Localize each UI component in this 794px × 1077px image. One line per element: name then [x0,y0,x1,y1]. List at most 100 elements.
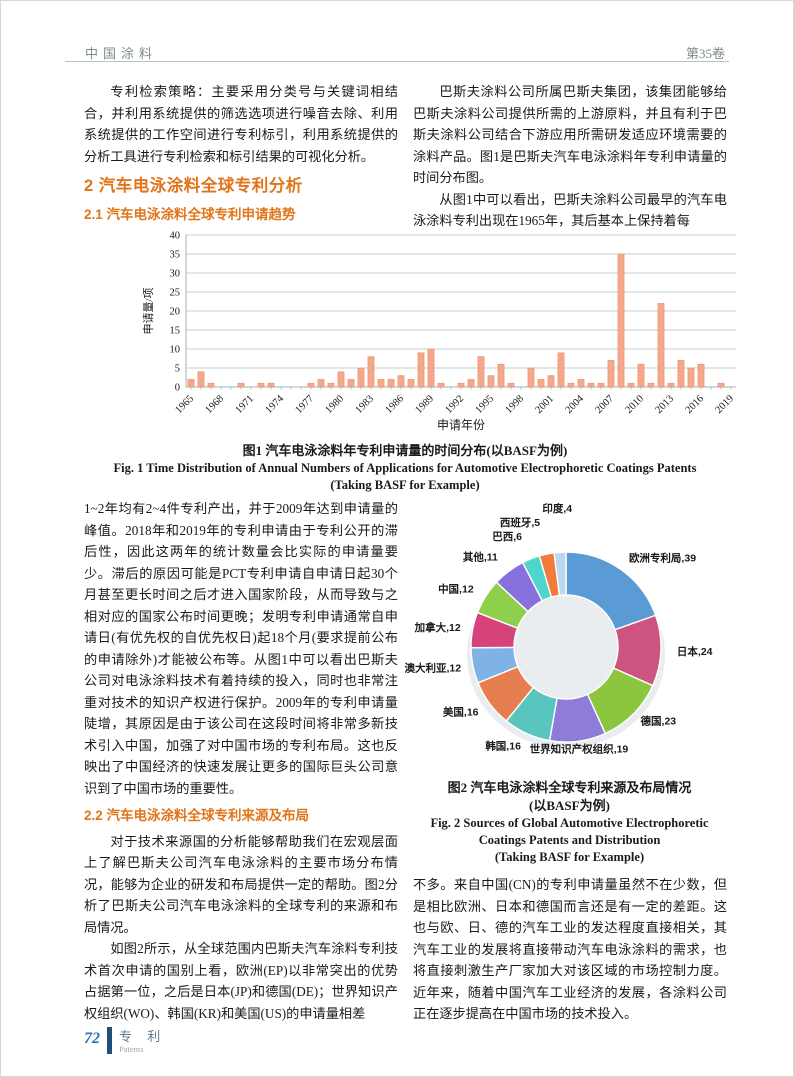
x-tick-label: 2007 [593,393,616,416]
bar-year-1977 [307,382,315,388]
y-axis-title: 申请量/项 [142,287,155,334]
x-tick-label: 2004 [563,393,586,416]
x-tick-label: 1992 [443,393,466,416]
bar-year-2008 [617,253,625,388]
y-tick-label: 25 [170,288,181,299]
bar-year-1993 [467,379,475,388]
y-tick-label: 0 [175,383,180,394]
section-heading-2-2: 2.2 汽车电泳涂料全球专利来源及布局 [84,808,310,823]
x-tick-label: 2001 [533,393,556,416]
bar-year-1987 [407,379,415,388]
x-tick-label: 2016 [683,393,706,416]
x-tick-label: 1965 [173,393,196,416]
bar-year-2011 [647,382,655,388]
bar-year-2002 [557,352,565,388]
header-rule [65,61,729,62]
bar-year-1978 [317,379,325,388]
bar-year-1989 [427,348,435,388]
bar-year-1983 [367,356,375,388]
bar-year-1972 [257,382,265,388]
y-tick-label: 35 [170,250,181,261]
figure1-caption-zh: 图1 汽车电泳涂料年专利申请量的时间分布(以BASF为例) [242,443,568,458]
figure2-caption-en1: Fig. 2 Sources of Global Automotive Elec… [430,816,709,830]
bar-year-1992 [457,382,465,388]
y-tick-label: 30 [170,269,181,280]
donut-chart: 欧洲专利局,39 日本,24 德国,23 世界知识产权组织,19 韩国,16 美国,16 澳… [404,502,713,756]
page-footer: 72 专 利 Patents [84,1027,166,1061]
section-heading-2-1: 2.1 汽车电泳涂料全球专利申请趋势 [84,206,296,222]
bar-year-1981 [347,379,355,388]
x-axis-title: 申请年份 [437,418,485,432]
footer-accent-bar [107,1027,112,1054]
donut-label-7: 加拿大,12 [414,621,461,634]
y-tick-label: 15 [170,326,181,337]
bar-year-1967 [207,382,215,388]
x-tick-label: 1995 [473,393,496,416]
donut-label-3: 世界知识产权组织,19 [530,743,629,756]
x-tick-label: 1980 [323,393,346,416]
bar-year-1980 [337,371,345,388]
figure2-caption-en2: Coatings Patents and Distribution [478,833,661,847]
footer-section-zh: 专 利 [119,1029,167,1044]
figure2-caption-en3: (Taking BASF for Example) [494,850,645,864]
x-tick-label: 1989 [413,393,436,416]
donut-slice-12 [553,551,567,597]
bar-year-2012 [657,303,665,388]
x-tick-label: 1977 [293,393,316,416]
x-tick-label: 2019 [713,393,736,416]
bar-year-1996 [497,363,505,388]
x-tick-label: 1968 [203,393,226,416]
paragraph-basf-intro: 巴斯夫涂料公司所属巴斯夫集团，该集团能够给巴斯夫涂料公司提供所需的上游原料，并且… [413,84,727,185]
paragraph-source-rank: 如图2所示，从全球范围内巴斯夫汽车涂料专利技术首次申请的国别上看，欧洲(EP)以… [84,941,398,1021]
paragraph-trend: 1~2年均有2~4件专利产出，并于2009年达到申请量的峰值。2018年和201… [84,501,398,796]
donut-label-6: 澳大利亚,12 [404,661,461,674]
bar-year-1985 [387,379,395,388]
bar-year-2003 [567,382,575,388]
x-tick-label: 2010 [623,393,646,416]
donut-label-10: 巴西,6 [492,531,522,543]
column-left-bottom: 1~2年均有2~4件专利产出，并于2009年达到申请量的峰值。2018年和201… [84,498,398,1024]
bar-year-2006 [597,382,605,388]
bar-year-1982 [357,367,365,388]
donut-label-5: 美国,16 [443,706,479,719]
donut-label-1: 日本,24 [677,645,713,658]
paragraph-basf-first: 从图1中可以看出，巴斯夫涂料公司最早的汽车电泳涂料专利出现在1965年，其后基本… [413,191,727,229]
bar-year-1990 [437,382,445,388]
bar-year-2018 [717,382,725,388]
bar-year-2014 [677,360,685,388]
figure1-caption-en2: (Taking BASF for Example) [330,478,480,492]
x-tick-label: 1971 [233,393,256,416]
figure-1: 0 5 10 15 20 25 30 35 40 1965 1968 1971 1974 1977 1980… [84,229,737,494]
volume-label: 第35卷 [685,46,725,61]
bar-year-2000 [537,379,545,388]
bar-year-2004 [577,379,585,388]
bar-year-2007 [607,360,615,388]
column-right-bottom: 欧洲专利局,39 日本,24 德国,23 世界知识产权组织,19 韩国,16 美国,16 澳… [404,497,727,1025]
y-tick-label: 40 [170,231,181,242]
bar-year-2013 [667,382,675,388]
figure-2: 欧洲专利局,39 日本,24 德国,23 世界知识产权组织,19 韩国,16 美国,16 澳… [404,497,726,866]
page-number: 72 [84,1030,100,1047]
bar-year-1994 [477,356,485,388]
bar-year-1995 [487,375,495,388]
figure1-caption-en: Fig. 1 Time Distribution of Annual Numbe… [113,461,697,475]
bar-year-2009 [627,382,635,388]
paragraph-search-strategy: 专利检索策略：主要采用分类号与关键词相结合，并利用系统提供的筛选选项进行噪音去除… [84,84,398,164]
bar-year-2015 [687,367,695,388]
x-tick-label: 1983 [353,393,376,416]
journal-name: 中国涂料 [85,46,158,61]
bar-year-2010 [637,363,645,388]
footer-section-en: Patents [119,1044,144,1054]
figure2-caption-zh: 图2 汽车电泳涂料全球专利来源及布局情况 [447,780,692,795]
x-tick-label: 1986 [383,393,406,416]
paragraph-source-cn: 不多。来自中国(CN)的专利申请量虽然不在少数，但是相比欧洲、日本和德国而言还是… [413,877,727,1021]
bar-year-2001 [547,375,555,388]
x-tick-label: 1974 [263,393,286,416]
donut-label-12: 印度,4 [542,502,572,515]
donut-label-2: 德国,23 [640,714,677,727]
donut-label-11: 西班牙,5 [500,516,540,529]
bar-year-1986 [397,375,405,388]
bar-year-1988 [417,352,425,388]
donut-label-4: 韩国,16 [485,740,521,753]
